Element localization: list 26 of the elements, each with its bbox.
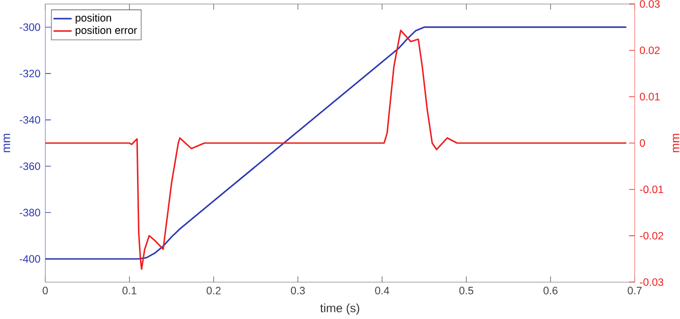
y2-tick-label: -0.03 <box>640 278 664 286</box>
y-tick-label: -300 <box>20 23 40 31</box>
x-tick-label: 0 <box>42 286 48 294</box>
y2-tick-label: -0.01 <box>640 185 664 193</box>
x-tick-label: 0.5 <box>459 286 474 294</box>
x-axis-title: time (s) <box>320 303 360 314</box>
x-tick-label: 0.6 <box>544 286 558 294</box>
y-axis-title: mm <box>4 134 10 152</box>
x-tick-label: 0.3 <box>290 286 305 294</box>
y-tick-label: -320 <box>20 70 40 78</box>
y-tick-label: -380 <box>20 208 40 216</box>
y2-tick-label: 0.01 <box>640 92 660 100</box>
x-tick-label: 0.2 <box>206 286 221 294</box>
y2-axis-title: mm <box>672 134 680 152</box>
x-tick-label: 0.4 <box>375 286 390 294</box>
legend-label: position error <box>76 26 137 36</box>
legend-label: position <box>76 14 112 24</box>
x-tick-label: 0.1 <box>122 286 136 294</box>
y-tick-label: -360 <box>20 162 40 170</box>
x-tick-label: 0.7 <box>628 286 642 294</box>
y-tick-label: -400 <box>20 254 40 263</box>
y-tick-label: -340 <box>20 116 40 124</box>
y2-tick-label: -0.02 <box>640 232 664 240</box>
y2-tick-label: 0.03 <box>640 0 660 8</box>
y2-tick-label: 0 <box>640 139 645 147</box>
y2-tick-label: 0.02 <box>640 46 660 54</box>
